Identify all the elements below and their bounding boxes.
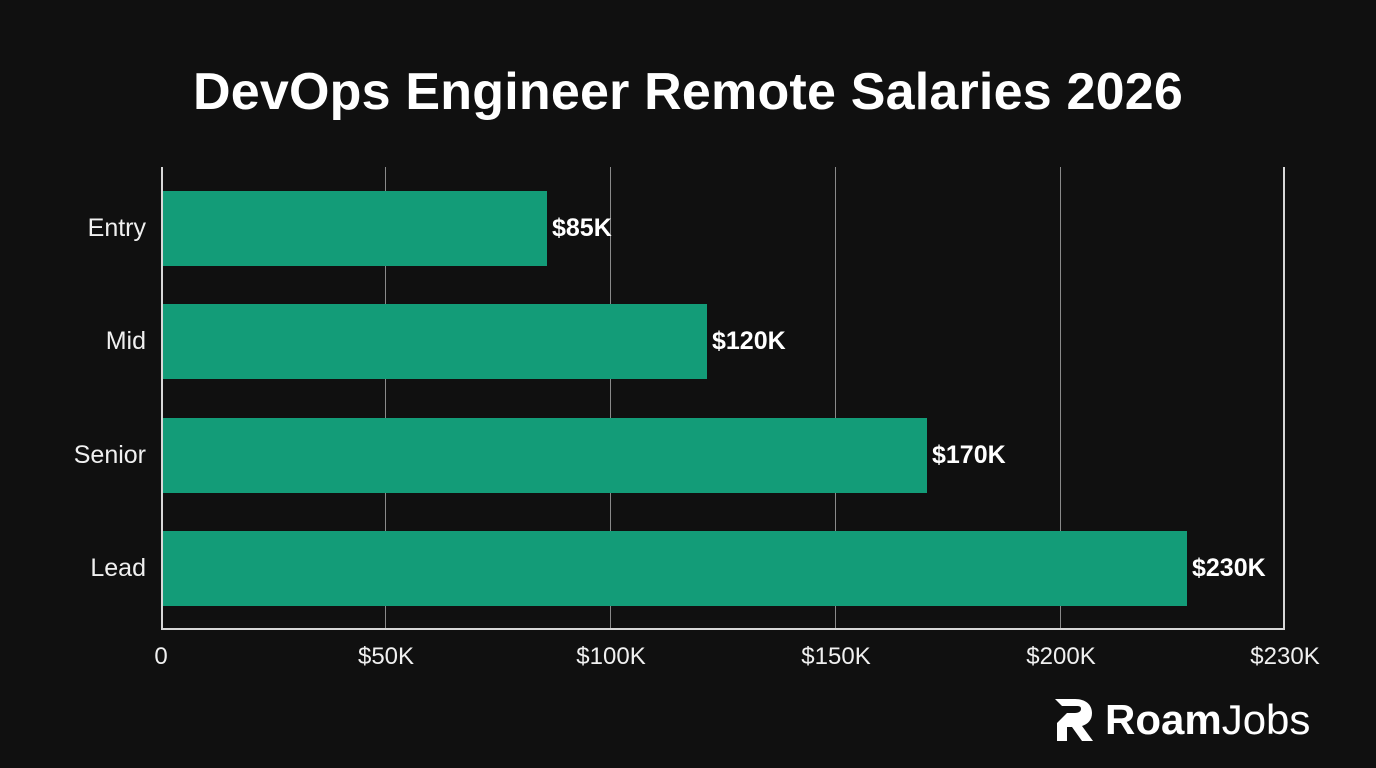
- brand-logo: Roam Jobs: [1053, 696, 1310, 744]
- bar-value-entry: $85K: [552, 214, 612, 242]
- x-tick-150k: $150K: [801, 643, 871, 670]
- bar-value-lead: $230K: [1192, 554, 1266, 582]
- bar-senior: [163, 418, 927, 493]
- x-tick-100k: $100K: [576, 643, 646, 670]
- x-tick-0: 0: [154, 643, 168, 670]
- gridline-200k: [1060, 167, 1061, 630]
- brand-name-jobs: Jobs: [1221, 696, 1311, 743]
- bar-entry: [163, 191, 547, 266]
- gridline-right-border: [1283, 167, 1285, 630]
- gridline-50k: [385, 167, 386, 630]
- category-label-lead: Lead: [90, 554, 146, 582]
- y-axis-line: [161, 167, 163, 630]
- category-label-senior: Senior: [73, 441, 146, 469]
- bar-value-senior: $170K: [932, 441, 1006, 469]
- bar-lead: [163, 531, 1187, 606]
- chart-title: DevOps Engineer Remote Salaries 2026: [193, 63, 1183, 121]
- r-logo-icon: [1055, 699, 1093, 741]
- gridline-150k: [835, 167, 836, 630]
- x-tick-200k: $200K: [1026, 643, 1096, 670]
- plot-area: $85K $120K $170K $230K: [161, 167, 1285, 630]
- category-label-mid: Mid: [105, 327, 146, 355]
- category-label-entry: Entry: [87, 214, 146, 242]
- x-tick-230k: $230K: [1250, 643, 1320, 670]
- x-tick-50k: $50K: [357, 643, 415, 670]
- brand-name-roam: Roam: [1105, 696, 1222, 743]
- x-axis-line: [161, 628, 1285, 630]
- bar-value-mid: $120K: [712, 327, 786, 355]
- gridline-100k: [610, 167, 611, 630]
- bar-mid: [163, 304, 707, 379]
